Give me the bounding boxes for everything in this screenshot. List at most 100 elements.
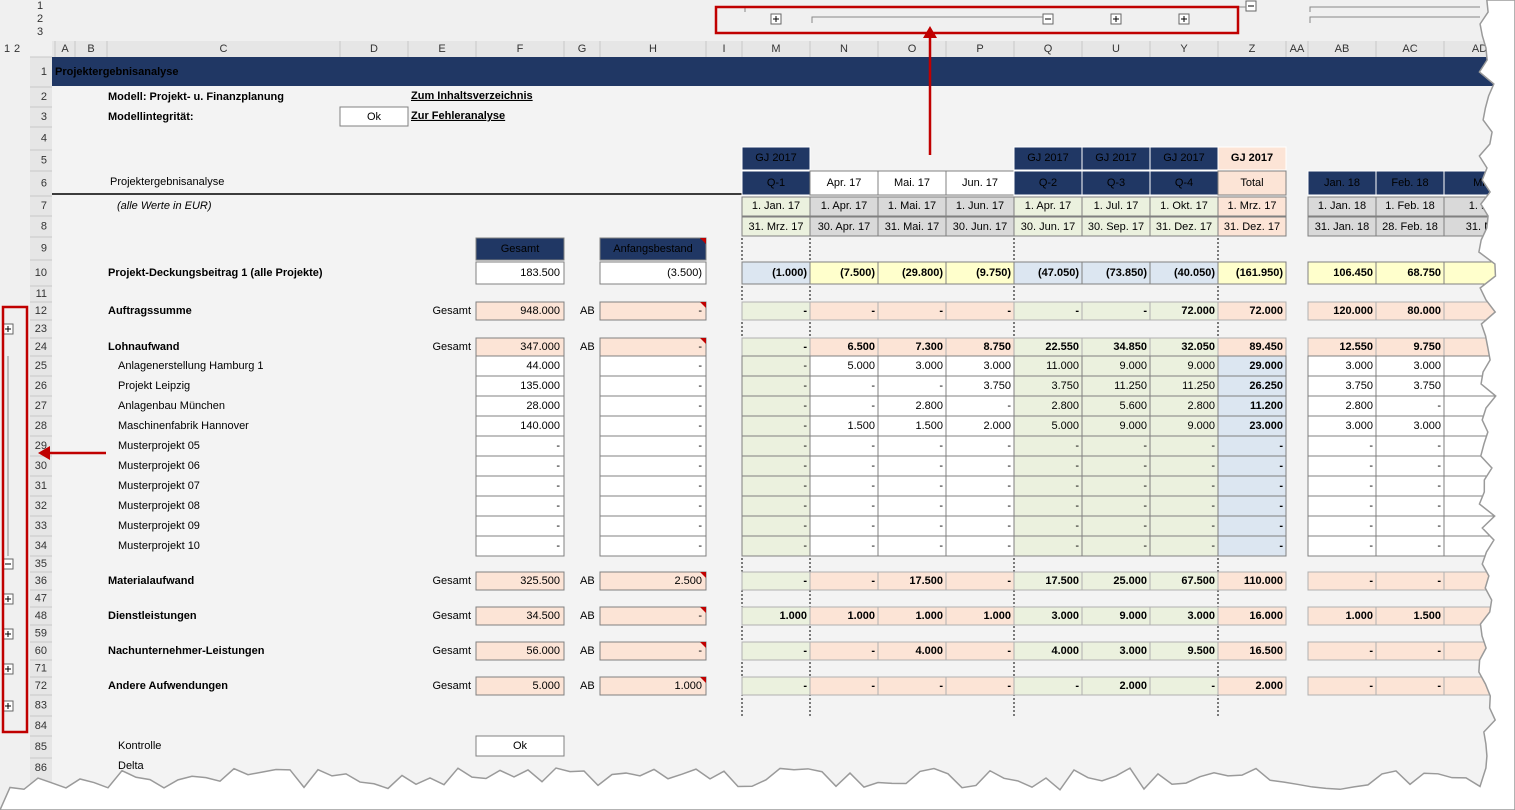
row-opening: 1.000: [674, 680, 702, 692]
value-cell: [1307, 495, 1377, 517]
row-total: 140.000: [520, 420, 560, 432]
opening-cell: [599, 337, 707, 357]
value-cell: [877, 455, 947, 477]
total-cell: [475, 641, 565, 661]
column-header: F: [517, 43, 524, 55]
sheet-link[interactable]: Zur Fehleranalyse: [411, 110, 505, 122]
row-value: -: [1211, 480, 1215, 492]
value-cell: [1375, 571, 1445, 591]
value-cell: [945, 535, 1015, 557]
value-cell: [809, 475, 879, 497]
summary-value: (73.850): [1106, 267, 1147, 279]
period-end: 31. Dez. 17: [1156, 221, 1212, 233]
value-cell: [1375, 641, 1445, 661]
period-label: Jan. 18: [1324, 177, 1360, 189]
total-cell: [475, 676, 565, 696]
row-header: 34: [35, 540, 47, 552]
value-cell: [1375, 435, 1445, 457]
row-value: 3.750: [1051, 380, 1079, 392]
row-value: -: [1075, 520, 1079, 532]
value-cell: [1217, 641, 1287, 661]
row-value: -: [803, 500, 807, 512]
row-value: 3.000: [915, 360, 943, 372]
integrity-label: Modellintegrität:: [108, 111, 194, 123]
opening-cell: [599, 571, 707, 591]
item-label: Projekt Leipzig: [118, 380, 190, 392]
row-value: 34.850: [1113, 341, 1147, 353]
opening-label: AB: [580, 645, 595, 657]
value-cell: [1149, 475, 1219, 497]
value-cell: [945, 301, 1015, 321]
row-value: -: [1075, 440, 1079, 452]
value-cell: [1307, 475, 1377, 497]
value-cell: [877, 475, 947, 497]
sheet-link[interactable]: Zum Inhaltsverzeichnis: [411, 90, 533, 102]
row-value: -: [939, 680, 943, 692]
total-header: Gesamt: [501, 243, 540, 255]
period-end: 31. Jan. 18: [1315, 221, 1369, 233]
comment-marker: [700, 572, 706, 578]
column-header: I: [722, 43, 725, 55]
value-cell: [1217, 515, 1287, 537]
row-value: -: [1143, 540, 1147, 552]
row-header: 8: [41, 220, 47, 232]
row-value: -: [803, 520, 807, 532]
row-value: -: [1007, 575, 1011, 587]
value-cell: [1081, 535, 1151, 557]
row-value: 6.500: [847, 341, 875, 353]
row-value: 3.000: [1413, 360, 1441, 372]
period-start: 1. Apr. 17: [821, 200, 867, 212]
period-label: Q-2: [1039, 177, 1057, 189]
row-value: 3.000: [1119, 645, 1147, 657]
period-start: 1. Okt. 17: [1160, 200, 1208, 212]
row-header: 6: [41, 177, 47, 189]
row-value: -: [1007, 680, 1011, 692]
value-cell: [1375, 475, 1445, 497]
row-value: -: [939, 520, 943, 532]
period-label: Total: [1240, 177, 1263, 189]
value-cell: [1081, 455, 1151, 477]
row-value: -: [1279, 480, 1283, 492]
row-value: 9.000: [1119, 360, 1147, 372]
row-value: -: [1211, 520, 1215, 532]
row-value: -: [1437, 460, 1441, 472]
total-cell: [475, 455, 565, 477]
row-opening: -: [698, 520, 702, 532]
row-value: 2.000: [983, 420, 1011, 432]
fiscal-year: GJ 2017: [1095, 152, 1137, 164]
item-label: Musterprojekt 07: [118, 480, 200, 492]
row-value: -: [1143, 480, 1147, 492]
row-value: 3.000: [1345, 360, 1373, 372]
row-value: -: [1075, 540, 1079, 552]
period-start: 1. Jul. 17: [1094, 200, 1139, 212]
column-header: P: [976, 43, 983, 55]
value-cell: [741, 676, 811, 696]
value-cell: [809, 301, 879, 321]
row-value: 72.000: [1181, 305, 1215, 317]
opening-cell: [599, 395, 707, 417]
total-cell: [475, 515, 565, 537]
summary-cell: [1217, 261, 1287, 285]
value-cell: [1307, 535, 1377, 557]
row-opening: -: [698, 480, 702, 492]
column-header: B: [87, 43, 94, 55]
row-value: 2.800: [1051, 400, 1079, 412]
row-value: -: [1075, 680, 1079, 692]
row-header: 84: [35, 720, 47, 732]
value-cell: [809, 676, 879, 696]
date-cell: [1217, 196, 1287, 217]
item-label: Musterprojekt 10: [118, 540, 200, 552]
row-value: 1.500: [1413, 610, 1441, 622]
row-value: -: [1007, 305, 1011, 317]
period-label: Jun. 17: [962, 177, 998, 189]
row-value: -: [939, 460, 943, 472]
value-cell: [945, 676, 1015, 696]
row-total: -: [556, 480, 560, 492]
row-value: -: [1369, 680, 1373, 692]
row-value: -: [871, 540, 875, 552]
row-value: -: [1437, 440, 1441, 452]
row-value: -: [871, 380, 875, 392]
row-header: 26: [35, 380, 47, 392]
period-start: 1. Jan. 18: [1318, 200, 1366, 212]
value-cell: [741, 375, 811, 397]
